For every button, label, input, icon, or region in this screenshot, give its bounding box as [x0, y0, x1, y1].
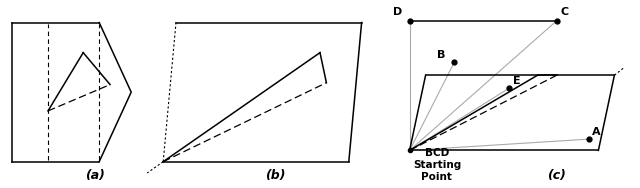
Text: C: C [561, 7, 568, 17]
Text: D: D [394, 7, 403, 17]
Text: E: E [513, 76, 520, 86]
Text: B: B [437, 50, 446, 60]
Text: (c): (c) [547, 169, 566, 182]
Text: A: A [592, 127, 601, 137]
Text: (a): (a) [84, 169, 105, 182]
Text: BCD
Starting
Point: BCD Starting Point [413, 148, 461, 182]
Text: (b): (b) [265, 169, 285, 182]
